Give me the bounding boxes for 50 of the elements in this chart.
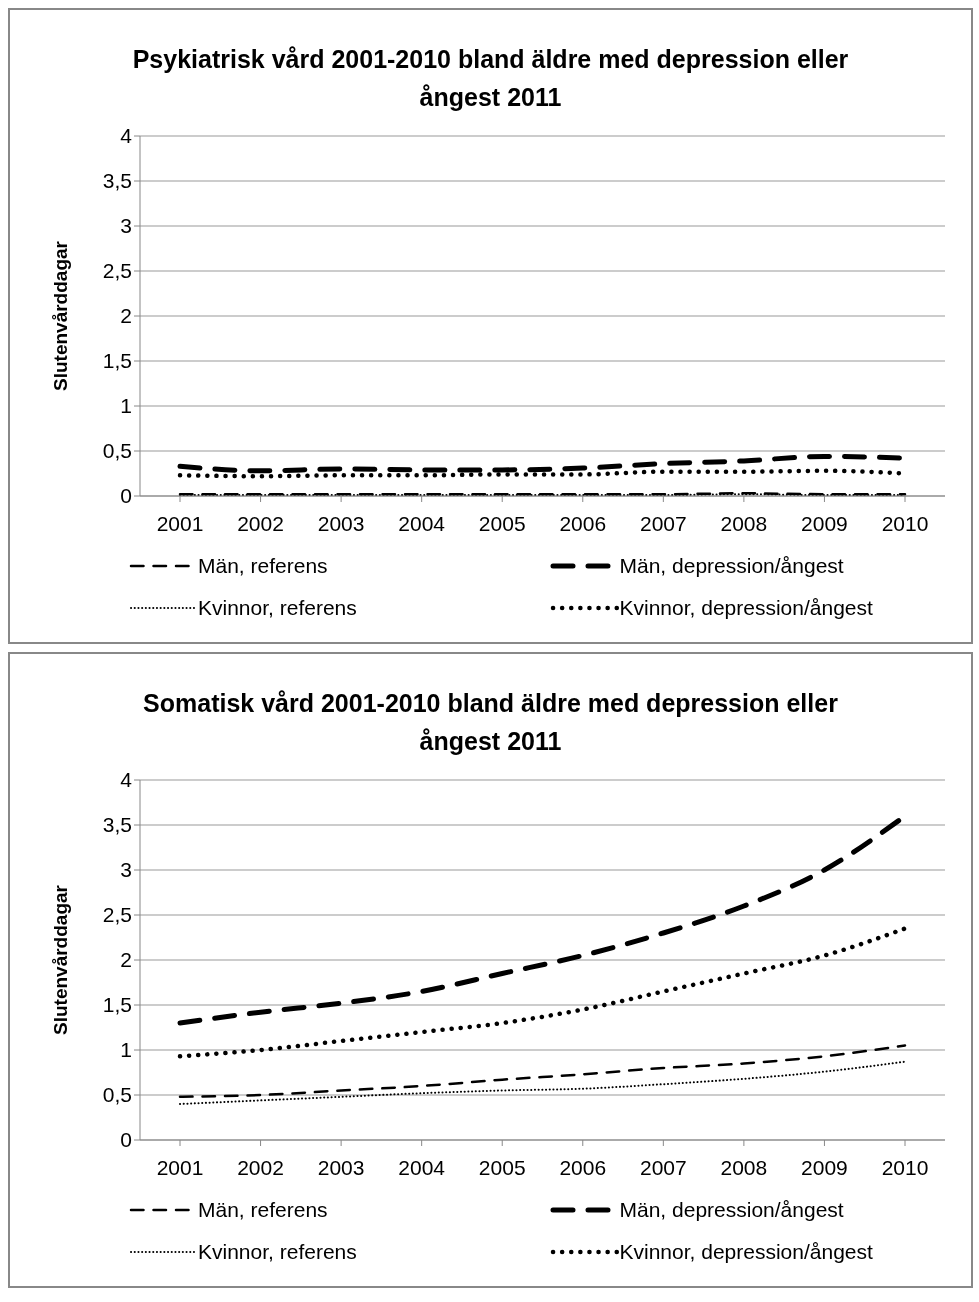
x-tick-label: 2002 [237, 511, 284, 535]
legend-label: Kvinnor, depression/ångest [619, 596, 873, 620]
y-tick-label: 2 [120, 304, 132, 328]
y-axis-title: Slutenvårddagar [49, 884, 71, 1035]
y-tick-label: 3 [120, 858, 132, 882]
y-tick-label: 0,5 [102, 1083, 132, 1107]
x-tick-label: 2007 [639, 511, 687, 535]
x-tick-label: 2003 [317, 511, 365, 535]
x-tick-label: 2004 [398, 511, 446, 535]
legend-label: Kvinnor, depression/ångest [619, 1240, 873, 1264]
x-tick-label: 2008 [720, 1155, 768, 1179]
legend-label: Män, referens [198, 1198, 328, 1222]
x-tick-label: 2001 [156, 511, 204, 535]
y-tick-label: 3,5 [102, 169, 132, 193]
y-axis-title: Slutenvårddagar [49, 240, 71, 391]
chart-title: Psykiatrisk vård 2001-2010 bland äldre med depression eller ångest 2011 [131, 44, 850, 113]
chart-title: Somatisk vård 2001-2010 bland äldre med depression eller ångest 2011 [142, 688, 839, 757]
x-tick-label: 2010 [881, 511, 929, 535]
legend-label: Män, referens [198, 554, 328, 578]
y-tick-label: 3 [120, 214, 132, 238]
y-tick-label: 1,5 [102, 993, 132, 1017]
x-tick-label: 2001 [156, 1155, 204, 1179]
legend-label: Kvinnor, referens [198, 1240, 357, 1264]
x-tick-label: 2005 [478, 1155, 526, 1179]
x-tick-label: 2009 [801, 511, 848, 535]
x-tick-label: 2009 [801, 1155, 848, 1179]
x-tick-label: 2007 [639, 1155, 687, 1179]
y-tick-label: 4 [120, 124, 133, 148]
y-tick-label: 4 [120, 768, 133, 792]
x-tick-label: 2008 [720, 511, 768, 535]
y-tick-label: 1,5 [102, 349, 132, 373]
x-tick-label: 2002 [237, 1155, 284, 1179]
y-tick-label: 2 [120, 948, 132, 972]
x-tick-label: 2005 [478, 511, 526, 535]
legend-label: Män, depression/ångest [619, 1198, 844, 1222]
y-tick-label: 0 [120, 1128, 132, 1152]
y-tick-label: 2,5 [102, 259, 132, 283]
y-tick-label: 1 [120, 394, 132, 418]
legend-label: Kvinnor, referens [198, 596, 357, 620]
legend-label: Män, depression/ångest [619, 554, 844, 578]
y-tick-label: 0,5 [102, 439, 132, 463]
x-tick-label: 2003 [317, 1155, 365, 1179]
x-tick-label: 2006 [559, 511, 607, 535]
x-tick-label: 2006 [559, 1155, 607, 1179]
x-tick-label: 2004 [398, 1155, 446, 1179]
x-tick-label: 2010 [881, 1155, 929, 1179]
y-tick-label: 2,5 [102, 903, 132, 927]
y-tick-label: 3,5 [102, 813, 132, 837]
y-tick-label: 1 [120, 1038, 132, 1062]
y-tick-label: 0 [120, 484, 132, 508]
